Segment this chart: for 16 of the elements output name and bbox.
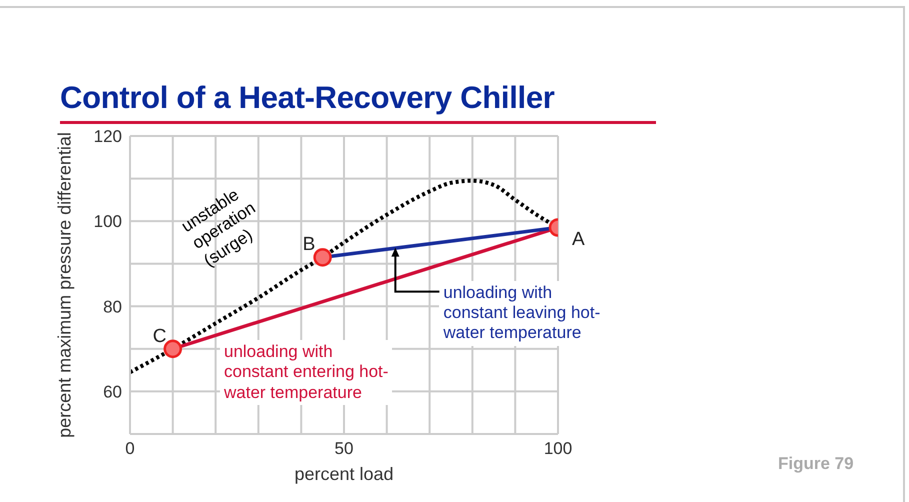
y-tick-label: 60: [103, 382, 122, 402]
y-tick-label: 100: [94, 212, 122, 232]
annotation: unloading with constant entering hot-water temperature: [224, 342, 388, 404]
y-tick-label: 120: [94, 127, 122, 146]
annotation: A: [572, 228, 585, 250]
y-tick-label: 80: [103, 297, 122, 316]
x-tick-label: 100: [544, 439, 572, 458]
x-tick-label: 50: [334, 439, 354, 458]
x-tick-label: 0: [125, 439, 135, 458]
caption: Figure 79: [778, 454, 854, 474]
y-axis-title: percent maximum pressure differential: [54, 132, 74, 438]
annotation: B: [302, 234, 316, 256]
annotation: unloading with constant leaving hot-water temperature: [443, 282, 600, 344]
chart-title: Control of a Heat-Recovery Chiller: [60, 80, 555, 116]
x-axis-title: percent load: [294, 464, 394, 484]
annotation: C: [152, 326, 167, 347]
